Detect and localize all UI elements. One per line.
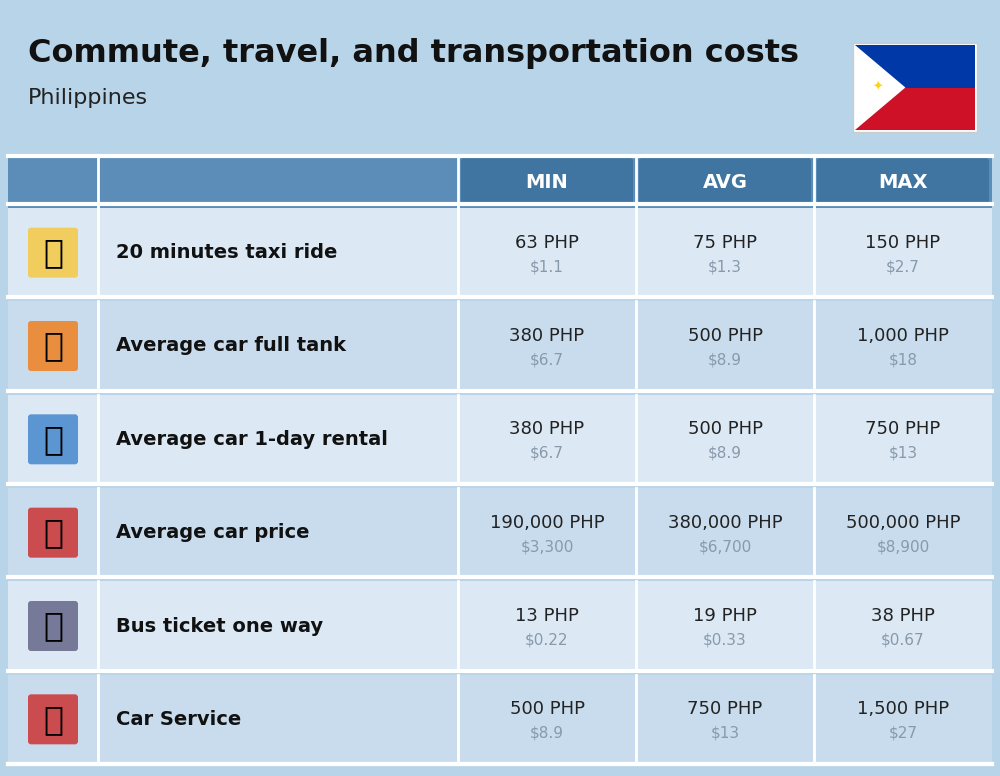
Text: $1.1: $1.1 — [530, 259, 564, 274]
Text: $0.22: $0.22 — [525, 632, 569, 647]
Text: 380 PHP: 380 PHP — [509, 327, 585, 345]
Polygon shape — [855, 45, 905, 130]
Text: 38 PHP: 38 PHP — [871, 607, 935, 625]
Text: $0.67: $0.67 — [881, 632, 925, 647]
Text: Average car price: Average car price — [116, 523, 310, 542]
Text: $8,900: $8,900 — [876, 539, 930, 554]
Bar — [8, 156, 992, 208]
Text: $8.9: $8.9 — [708, 446, 742, 461]
Text: 20 minutes taxi ride: 20 minutes taxi ride — [116, 243, 337, 262]
Text: 500 PHP: 500 PHP — [688, 327, 763, 345]
Text: 190,000 PHP: 190,000 PHP — [490, 514, 604, 532]
Text: 500,000 PHP: 500,000 PHP — [846, 514, 960, 532]
Text: MIN: MIN — [526, 172, 568, 192]
Text: $13: $13 — [888, 446, 918, 461]
Text: 1,500 PHP: 1,500 PHP — [857, 700, 949, 719]
FancyBboxPatch shape — [28, 227, 78, 278]
Text: 🚙: 🚙 — [43, 423, 63, 456]
Text: $2.7: $2.7 — [886, 259, 920, 274]
Text: $3,300: $3,300 — [520, 539, 574, 554]
FancyBboxPatch shape — [461, 158, 633, 206]
Text: 13 PHP: 13 PHP — [515, 607, 579, 625]
Text: 500 PHP: 500 PHP — [510, 700, 584, 719]
Text: 500 PHP: 500 PHP — [688, 421, 763, 438]
Bar — [855, 45, 975, 88]
Bar — [8, 488, 992, 577]
Bar — [853, 43, 977, 132]
FancyBboxPatch shape — [28, 321, 78, 371]
Text: 75 PHP: 75 PHP — [693, 234, 757, 251]
Text: $27: $27 — [889, 726, 918, 741]
Text: ⛽: ⛽ — [43, 330, 63, 362]
Bar — [8, 301, 992, 390]
Text: Commute, travel, and transportation costs: Commute, travel, and transportation cost… — [28, 38, 799, 69]
Text: $8.9: $8.9 — [530, 726, 564, 741]
Bar — [8, 208, 992, 297]
Text: 1,000 PHP: 1,000 PHP — [857, 327, 949, 345]
Text: Bus ticket one way: Bus ticket one way — [116, 616, 323, 636]
Text: AVG: AVG — [702, 172, 748, 192]
Text: MAX: MAX — [878, 172, 928, 192]
Text: $1.3: $1.3 — [708, 259, 742, 274]
Bar — [8, 395, 992, 484]
Text: 380,000 PHP: 380,000 PHP — [668, 514, 782, 532]
Text: $6.7: $6.7 — [530, 446, 564, 461]
Text: 🚌: 🚌 — [43, 609, 63, 643]
Text: 380 PHP: 380 PHP — [509, 421, 585, 438]
Text: 750 PHP: 750 PHP — [687, 700, 763, 719]
Text: $6.7: $6.7 — [530, 352, 564, 368]
Text: 🚗: 🚗 — [43, 703, 63, 736]
Text: Philippines: Philippines — [28, 88, 148, 108]
FancyBboxPatch shape — [639, 158, 811, 206]
Text: 150 PHP: 150 PHP — [865, 234, 941, 251]
Text: 🚕: 🚕 — [43, 236, 63, 269]
Text: $18: $18 — [889, 352, 918, 368]
Text: 19 PHP: 19 PHP — [693, 607, 757, 625]
Text: $8.9: $8.9 — [708, 352, 742, 368]
FancyBboxPatch shape — [28, 695, 78, 744]
Text: $6,700: $6,700 — [698, 539, 752, 554]
Text: Average car full tank: Average car full tank — [116, 337, 346, 355]
Text: 🚗: 🚗 — [43, 516, 63, 549]
Text: 750 PHP: 750 PHP — [865, 421, 941, 438]
Bar — [855, 88, 975, 130]
Text: Average car 1-day rental: Average car 1-day rental — [116, 430, 388, 449]
Text: ✦: ✦ — [873, 81, 883, 94]
Text: $13: $13 — [710, 726, 740, 741]
FancyBboxPatch shape — [28, 414, 78, 464]
Text: 63 PHP: 63 PHP — [515, 234, 579, 251]
Bar — [8, 674, 992, 764]
Text: $0.33: $0.33 — [703, 632, 747, 647]
FancyBboxPatch shape — [28, 601, 78, 651]
Text: Car Service: Car Service — [116, 710, 241, 729]
FancyBboxPatch shape — [817, 158, 989, 206]
Bar — [8, 581, 992, 670]
FancyBboxPatch shape — [28, 508, 78, 558]
